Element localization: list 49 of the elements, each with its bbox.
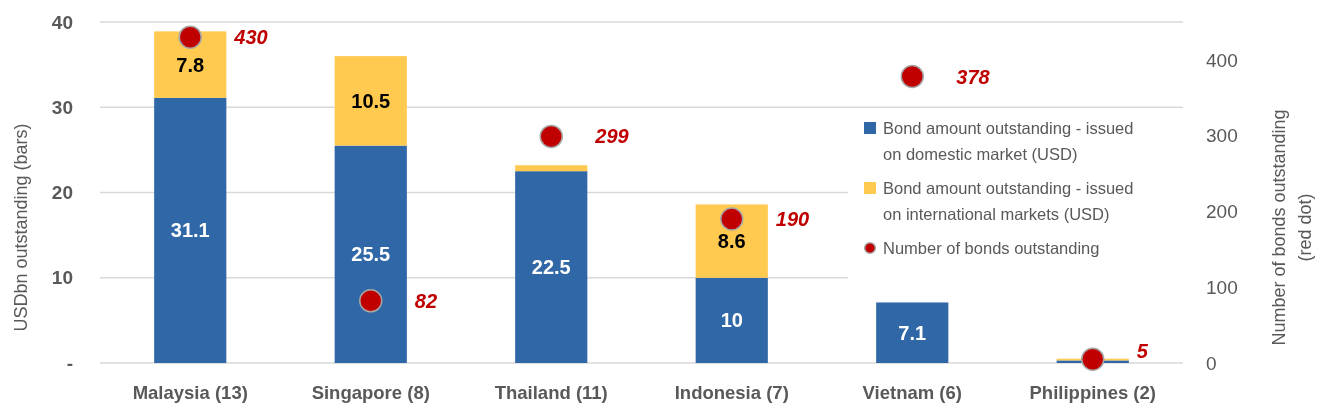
y2-axis-title: Number of bonds outstanding (red dot) [1269,109,1315,346]
legend-label: Bond amount outstanding - issued on domestic market (USD) [883,118,1134,163]
data-label: 430 [233,26,268,49]
data-label: 31.1 [170,219,210,242]
y2-tick-label: 100 [1206,276,1238,298]
y-axis-title: USDbn outstanding (bars) [11,123,31,332]
y2-tick-label: 400 [1206,49,1238,71]
data-label: 378 [956,65,991,88]
data-label: 10.5 [351,89,391,112]
x-tick-label: Thailand (11) [494,382,608,403]
x-tick-label: Singapore (8) [311,382,430,403]
x-tick-label: Indonesia (7) [674,382,789,403]
data-label: 7.8 [176,53,205,76]
data-label: 7.1 [898,321,927,344]
data-label: 5 [1136,340,1149,362]
bar [695,277,768,363]
data-label: 25.5 [351,243,391,266]
y-tick-label: 40 [51,11,73,33]
y-tick-label: - [66,352,73,374]
point [539,124,563,149]
legend-label: Bond amount outstanding - issued on international markets (USD) [883,178,1134,223]
y2-tick-label: 0 [1206,352,1217,374]
bar [334,145,407,363]
y-tick-label: 20 [51,182,73,204]
bar [515,171,588,363]
point [900,64,924,89]
point [1081,347,1105,371]
y2-tick-label: 300 [1206,125,1238,147]
data-label: 22.5 [531,256,571,279]
bar [876,302,949,363]
point [359,289,383,313]
x-tick-label: Philippines (2) [1029,382,1156,403]
data-label: 8.6 [717,230,746,253]
y2-tick-label: 200 [1206,201,1238,223]
data-label: 10 [720,309,743,332]
bar [695,204,768,278]
point [720,207,744,231]
x-tick-label: Malaysia (13) [132,382,248,403]
legend-label: Number of bonds outstanding [883,238,1100,257]
bar [154,97,227,363]
bar [334,56,407,146]
data-label: 190 [775,208,810,231]
data-label: 299 [594,125,630,148]
point [178,25,202,49]
y-tick-label: 10 [51,267,73,289]
y-tick-label: 30 [51,96,73,118]
x-tick-label: Vietnam (6) [862,382,962,403]
data-label: 82 [414,289,438,312]
bar [515,165,588,172]
